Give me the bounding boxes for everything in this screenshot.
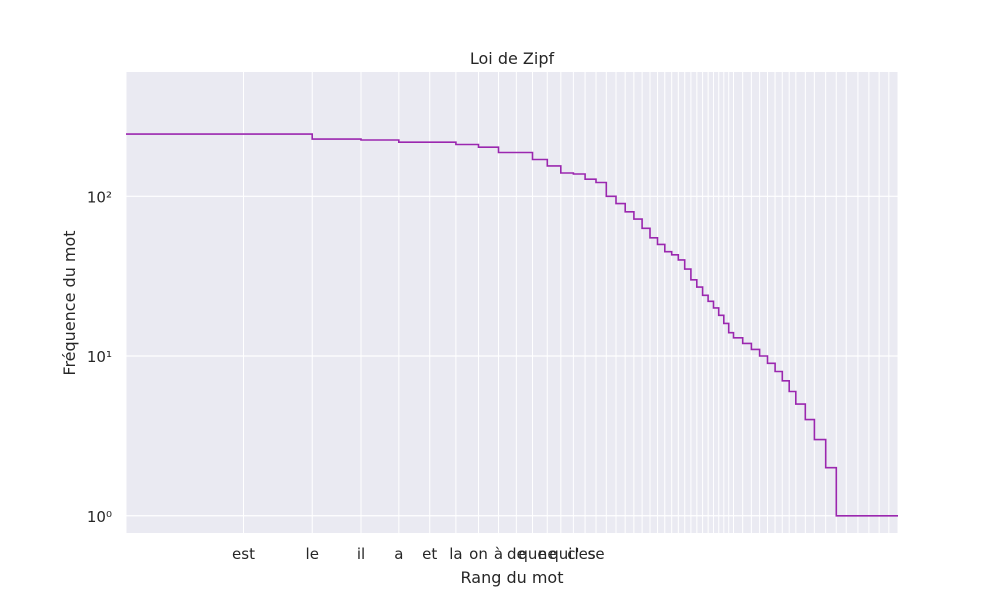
x-tick-label: c' <box>567 545 579 563</box>
y-tick-label: 10⁰ <box>87 508 112 526</box>
x-tick-label: est <box>232 545 255 563</box>
x-tick-label: les <box>574 545 595 563</box>
plot-area: 10⁰ 10¹ 10² est le il a et la on à dequenequic'less… <box>87 72 899 563</box>
y-tick-label: 10¹ <box>87 348 112 366</box>
x-tick-label: se <box>588 545 605 563</box>
y-tick-label: 10² <box>87 188 112 206</box>
x-tick-label: qui <box>549 545 572 563</box>
x-tick-label: que <box>518 545 546 563</box>
x-tick-label: il <box>357 545 365 563</box>
x-tick-label: a <box>394 545 403 563</box>
x-axis-label: Rang du mot <box>461 568 564 587</box>
frequency-line <box>126 133 898 517</box>
x-tick-label: à <box>494 545 503 563</box>
x-tick-label: de <box>507 545 526 563</box>
x-tick-label: la <box>449 545 462 563</box>
x-tick-label: et <box>422 545 437 563</box>
plot-background <box>126 72 898 533</box>
y-axis-label: Fréquence du mot <box>60 230 79 375</box>
x-tick-label: on <box>469 545 488 563</box>
x-tick-label: le <box>306 545 319 563</box>
x-tick-label: ne <box>538 545 557 563</box>
chart-title: Loi de Zipf <box>470 49 555 68</box>
